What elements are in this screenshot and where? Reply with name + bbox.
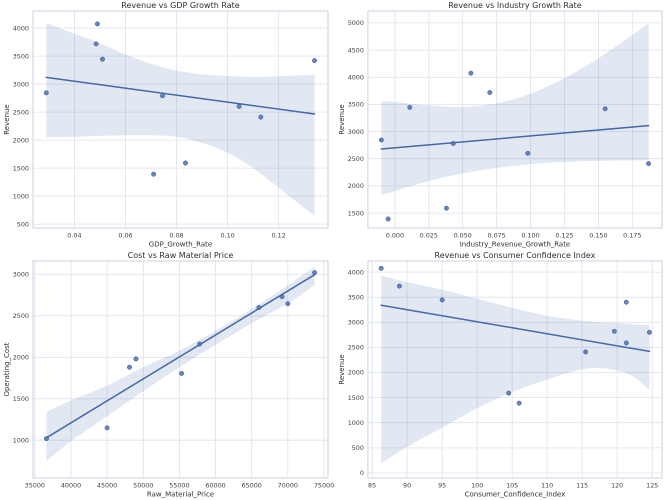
svg-text:Raw_Material_Price: Raw_Material_Price [147, 491, 214, 499]
svg-text:500: 500 [352, 444, 364, 452]
svg-text:0.175: 0.175 [623, 231, 641, 239]
svg-text:2500: 2500 [13, 312, 29, 320]
svg-text:55000: 55000 [169, 482, 189, 490]
svg-text:Revenue: Revenue [338, 104, 346, 134]
svg-text:500: 500 [17, 220, 29, 228]
svg-text:Revenue vs Consumer Confidence: Revenue vs Consumer Confidence Index [435, 251, 596, 260]
svg-text:3000: 3000 [13, 80, 29, 88]
svg-text:Industry_Revenue_Growth_Rate: Industry_Revenue_Growth_Rate [460, 240, 571, 248]
svg-text:Operating_Cost: Operating_Cost [3, 342, 11, 396]
svg-text:120: 120 [611, 481, 623, 489]
svg-text:70000: 70000 [278, 482, 298, 490]
svg-text:4000: 4000 [13, 24, 29, 32]
svg-text:60000: 60000 [205, 482, 225, 490]
chart-revenue-vs-industry-growth-rate: 0.000 0.025 0.050 0.075 0.100 0.125 0.150 0.175… [335, 0, 669, 250]
svg-text:0.125: 0.125 [555, 231, 573, 239]
svg-text:4500: 4500 [348, 46, 364, 54]
svg-text:0.000: 0.000 [386, 231, 404, 239]
svg-text:4000: 4000 [348, 268, 364, 276]
svg-text:GDP_Growth_Rate: GDP_Growth_Rate [149, 241, 212, 249]
svg-text:2000: 2000 [13, 136, 29, 144]
svg-text:2500: 2500 [348, 344, 364, 352]
svg-text:115: 115 [576, 481, 588, 489]
svg-text:2000: 2000 [348, 182, 364, 190]
svg-text:3500: 3500 [348, 293, 364, 301]
svg-text:3500: 3500 [13, 52, 29, 60]
svg-text:Revenue: Revenue [3, 104, 11, 135]
svg-text:1000: 1000 [13, 192, 29, 200]
svg-text:0.04: 0.04 [67, 232, 81, 240]
svg-text:0.06: 0.06 [118, 232, 132, 240]
subplot-revenue-vs-gdp-growth-rate: 0.04 0.06 0.08 0.10 0.12 500 1000 1500 2000 2500 3… [0, 0, 335, 250]
subplot-revenue-vs-industry-growth-rate: 0.000 0.025 0.050 0.075 0.100 0.125 0.150 0.175… [335, 0, 669, 250]
svg-text:0.08: 0.08 [169, 232, 183, 240]
svg-text:3500: 3500 [348, 101, 364, 109]
svg-text:Revenue vs GDP Growth Rate: Revenue vs GDP Growth Rate [121, 1, 239, 10]
svg-text:65000: 65000 [242, 482, 262, 490]
svg-text:75000: 75000 [314, 482, 334, 490]
svg-text:2500: 2500 [348, 155, 364, 163]
svg-text:2000: 2000 [13, 354, 29, 362]
svg-text:Revenue: Revenue [338, 354, 346, 384]
svg-text:0.025: 0.025 [420, 231, 438, 239]
svg-text:Cost vs Raw Material Price: Cost vs Raw Material Price [128, 251, 234, 260]
svg-text:0.075: 0.075 [487, 231, 505, 239]
svg-text:85: 85 [368, 481, 376, 489]
svg-text:0.050: 0.050 [454, 231, 472, 239]
svg-text:40000: 40000 [61, 482, 81, 490]
svg-text:5000: 5000 [348, 19, 364, 27]
svg-text:0.12: 0.12 [272, 232, 286, 240]
svg-text:0.100: 0.100 [521, 231, 539, 239]
svg-text:90: 90 [403, 481, 411, 489]
subplot-cost-vs-raw-material-price: 35000 40000 45000 50000 55000 60000 65000 70000… [0, 250, 335, 500]
svg-text:1000: 1000 [348, 419, 364, 427]
svg-text:1500: 1500 [13, 164, 29, 172]
svg-text:Consumer_Confidence_Index: Consumer_Confidence_Index [465, 490, 566, 498]
svg-text:100: 100 [471, 481, 483, 489]
svg-text:125: 125 [646, 481, 658, 489]
svg-text:3000: 3000 [348, 128, 364, 136]
svg-text:110: 110 [541, 481, 553, 489]
svg-text:2000: 2000 [348, 369, 364, 377]
subplot-revenue-vs-consumer-confidence-index: 85 90 95 100 105 110 115 120 125 0 500 1000 1500 2000… [335, 250, 669, 500]
svg-text:105: 105 [506, 481, 518, 489]
svg-text:0.10: 0.10 [220, 232, 234, 240]
svg-text:1000: 1000 [13, 436, 29, 444]
svg-text:1500: 1500 [348, 209, 364, 217]
svg-text:4000: 4000 [348, 73, 364, 81]
svg-text:0.150: 0.150 [589, 231, 607, 239]
svg-text:50000: 50000 [133, 482, 153, 490]
svg-text:45000: 45000 [97, 482, 117, 490]
svg-text:2500: 2500 [13, 108, 29, 116]
svg-text:3000: 3000 [13, 271, 29, 279]
svg-text:0: 0 [360, 469, 364, 477]
svg-text:95: 95 [438, 481, 446, 489]
chart-revenue-vs-gdp-growth-rate: 0.04 0.06 0.08 0.10 0.12 500 1000 1500 2000 2500 3… [0, 0, 335, 250]
svg-text:35000: 35000 [25, 482, 45, 490]
chart-revenue-vs-consumer-confidence-index: 85 90 95 100 105 110 115 120 125 0 500 1000 1500 2000… [335, 250, 669, 500]
svg-text:1500: 1500 [348, 394, 364, 402]
svg-text:3000: 3000 [348, 318, 364, 326]
chart-cost-vs-raw-material-price: 35000 40000 45000 50000 55000 60000 65000 70000… [0, 250, 335, 500]
svg-text:Revenue vs Industry Growth Rat: Revenue vs Industry Growth Rate [448, 1, 581, 10]
svg-text:1500: 1500 [13, 395, 29, 403]
